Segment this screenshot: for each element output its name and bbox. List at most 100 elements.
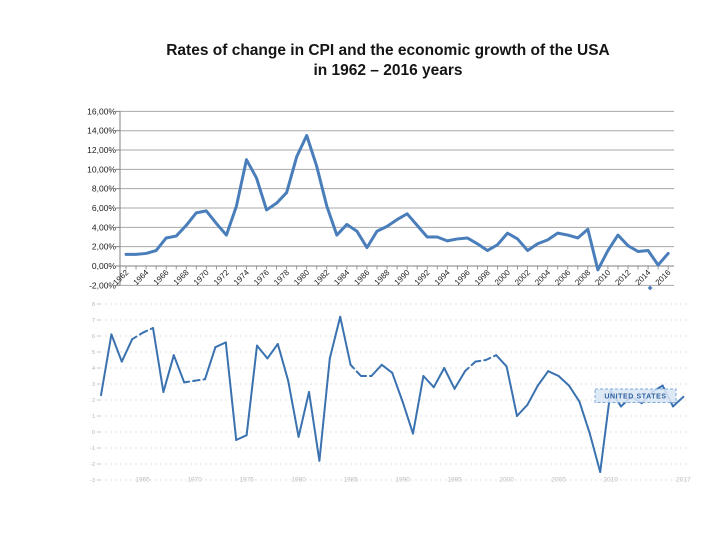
gdp-line-segment (162, 354, 175, 393)
gdp-line-segment (422, 375, 435, 389)
gdp-line-segment (380, 363, 394, 374)
y-axis-label: -1 (90, 446, 95, 452)
gdp-line-segment (328, 315, 342, 360)
gdp-line-segment (297, 391, 310, 438)
gdp-line-segment (172, 354, 186, 384)
gdp-line-segment (141, 327, 154, 334)
y-axis-label: 2 (92, 398, 95, 404)
x-axis-label: 2005 (551, 477, 566, 484)
gdp-line-segment (505, 365, 518, 417)
gdp-line-segment (578, 400, 591, 435)
x-axis-label: 1975 (239, 477, 254, 484)
x-axis-label: 1972 (212, 268, 231, 287)
y-axis-label: 4,00% (92, 222, 117, 232)
gdp-line-segment (370, 363, 383, 377)
y-axis-label: 6 (92, 334, 95, 340)
diamond-marker-icon (647, 285, 653, 291)
united-states-label-text: UNITED STATES (604, 394, 666, 401)
gdp-chart: 8 7 6 5 4 3 2 1 0 -1 -2 -3 1965 1970 1975 1980 1985 1990 1… (90, 302, 691, 484)
cpi-line (124, 134, 670, 272)
gdp-line-segment (495, 354, 508, 368)
y-axis-label: 3 (92, 382, 95, 388)
gdp-line-segment (432, 367, 446, 389)
series-label-box (594, 388, 677, 403)
united-states-series-label: UNITED STATES (594, 388, 677, 403)
y-axis-label: 16,00% (87, 106, 116, 116)
y-axis-label: 0,00% (92, 261, 117, 271)
gdp-line-segment (131, 331, 144, 341)
gdp-line-segment (100, 333, 113, 397)
x-axis-label: 2000 (499, 477, 514, 484)
x-axis-label: 2000 (493, 268, 512, 287)
y-axis-label: 8,00% (92, 184, 117, 194)
x-axis-label: 2004 (533, 268, 552, 287)
gdp-line-segment (214, 341, 227, 349)
gdp-line-segment (276, 343, 290, 382)
slide-title: Rates of change in CPI and the economic … (56, 41, 720, 81)
gdp-line-segment (401, 400, 414, 435)
gdp-line-segment (443, 367, 456, 390)
x-axis-label: 1994 (433, 268, 452, 287)
title-line-2: in 1962 – 2016 years (313, 62, 463, 79)
gdp-line-segment (224, 341, 238, 441)
gdp-line-segment (287, 379, 300, 438)
gdp-line-segment (412, 375, 425, 435)
gdp-line-segment (464, 360, 477, 373)
gdp-line-segment (266, 343, 279, 360)
x-axis-label: 2002 (513, 268, 532, 287)
gdp-line-segment (318, 357, 331, 462)
y-axis-label: -3 (90, 478, 95, 484)
x-axis-label: 1970 (187, 477, 202, 484)
y-axis-label: 1 (92, 414, 95, 420)
x-axis-label: 1968 (172, 268, 191, 287)
x-axis-label: 1974 (232, 268, 251, 287)
y-axis-label: 4 (92, 366, 95, 372)
cpi-chart: 16,00% 14,00% 12,00% 10,00% 8,00% 6,00% 4,00% 2… (87, 106, 674, 291)
x-axis-label: 1992 (413, 268, 432, 287)
gdp-line-segment (193, 378, 206, 382)
x-axis-label: 2008 (573, 268, 592, 287)
x-axis-label: 1976 (252, 268, 271, 287)
x-axis-label: 2014 (634, 268, 653, 287)
gdp-line-segment (110, 333, 123, 363)
y-axis-label: 6,00% (92, 203, 117, 213)
x-axis-label: 1970 (192, 268, 211, 287)
gdp-line-segment (568, 384, 581, 403)
x-axis-label: 1965 (135, 477, 150, 484)
x-axis-label: 2006 (553, 268, 572, 287)
gdp-line-segment (256, 344, 269, 360)
y-axis-label: 14,00% (87, 126, 116, 136)
gdp-line-segment (120, 338, 134, 363)
gdp-line-segment (349, 363, 362, 377)
title-line-1: Rates of change in CPI and the economic … (166, 42, 610, 59)
x-axis-label: 1978 (272, 268, 291, 287)
y-axis-label: 5 (92, 350, 95, 356)
y-axis-label: 7 (92, 318, 95, 324)
x-axis-label: 2017 (676, 477, 691, 484)
gdp-line-segment (204, 346, 217, 381)
gdp-line-segment (339, 315, 352, 366)
x-axis-label: 2010 (593, 268, 612, 287)
y-axis-label: 2,00% (92, 242, 117, 252)
gdp-line-segment (152, 327, 165, 393)
y-axis-label: 10,00% (87, 164, 116, 174)
x-axis-label: 1990 (393, 268, 412, 287)
gdp-line-segment (183, 379, 196, 384)
x-axis-label: 2016 (654, 268, 673, 287)
gdp-line-segment (599, 389, 612, 473)
x-axis-label: 1995 (447, 477, 462, 484)
x-axis-label: 2010 (603, 477, 618, 484)
gdp-line-segment (235, 434, 248, 441)
gdp-line-segment (516, 403, 529, 417)
gdp-line-segment (391, 371, 404, 403)
x-axis-label: 1966 (152, 268, 171, 287)
x-axis-label: 2012 (613, 268, 632, 287)
gdp-line-segment (453, 370, 466, 390)
x-axis-label: 1982 (312, 268, 331, 287)
gdp-line (100, 315, 685, 473)
gdp-line-segment (536, 370, 550, 387)
gdp-line-segment (526, 384, 539, 406)
x-axis-label: 1980 (292, 268, 311, 287)
